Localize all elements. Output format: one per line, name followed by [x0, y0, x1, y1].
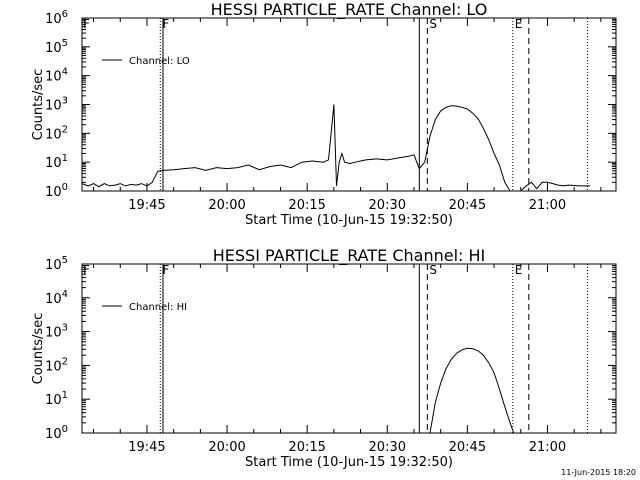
panel2-title: HESSI PARTICLE_RATE Channel: HI [213, 246, 486, 266]
panel2-x-axis-label: Start Time (10-Jun-15 19:32:50) [245, 455, 453, 470]
panel1-y-tick-label: 103 [45, 96, 68, 114]
panel2-y-tick-label: 103 [45, 323, 68, 341]
panel1-title: HESSI PARTICLE_RATE Channel: LO [211, 0, 488, 20]
panel2-edge-marker-label: F [83, 263, 90, 277]
panel1-y-tick-label: 100 [45, 182, 68, 200]
panel1-y-tick-label: 104 [45, 67, 68, 85]
panel1-x-tick-label: 19:45 [128, 198, 165, 213]
panel2-y-tick-label: 104 [45, 289, 68, 307]
panel1-edge-marker-label: F [83, 17, 90, 31]
panel2-plot-frame [81, 263, 617, 434]
panel2-y-axis-label: Counts/sec [31, 313, 46, 385]
panel1-y-axis-label: Counts/sec [31, 69, 46, 141]
panel2-marker-label: F [162, 263, 169, 277]
panel2-y-tick-label: 102 [45, 356, 68, 374]
panel1-x-tick-label: 20:15 [288, 198, 325, 213]
panel1-x-axis-label: Start Time (10-Jun-15 19:32:50) [245, 213, 453, 228]
panel1-marker-label: E [515, 17, 523, 31]
panel1-x-tick-label: 20:30 [369, 198, 406, 213]
panel1-y-tick-label: 105 [45, 38, 68, 56]
panel1-y-tick-label: 102 [45, 124, 68, 142]
panel1-plot-frame [81, 17, 617, 192]
panel1-y-tick-label: 106 [45, 9, 68, 27]
panel2-marker-label: S [429, 263, 437, 277]
panel2-y-tick-label: 101 [45, 390, 68, 408]
panel2-x-tick-label: 20:45 [449, 440, 486, 455]
panel2-x-tick-label: 20:30 [369, 440, 406, 455]
panel1-x-tick-label: 20:00 [208, 198, 245, 213]
panel2-x-tick-label: 20:00 [208, 440, 245, 455]
panel1-marker-label: S [429, 17, 437, 31]
panel2-legend-label: Channel: HI [129, 302, 187, 313]
panel2-series-line [429, 347, 515, 434]
panel1-x-tick-label: 20:45 [449, 198, 486, 213]
panel2-x-tick-label: 21:00 [529, 440, 566, 455]
panel1-marker-label: F [162, 17, 169, 31]
panel2-y-tick-label: 100 [45, 424, 68, 442]
panel2-y-tick-label: 105 [45, 255, 68, 273]
panel1-series-line [81, 104, 591, 192]
panel1-x-tick-label: 21:00 [529, 198, 566, 213]
panel2-marker-label: E [515, 263, 523, 277]
panel2-x-tick-label: 20:15 [288, 440, 325, 455]
panel1-y-tick-label: 101 [45, 153, 68, 171]
footer-timestamp: 11-Jun-2015 18:20 [561, 468, 636, 477]
panel1-legend-label: Channel: LO [129, 56, 190, 67]
panel2-x-tick-label: 19:45 [128, 440, 165, 455]
